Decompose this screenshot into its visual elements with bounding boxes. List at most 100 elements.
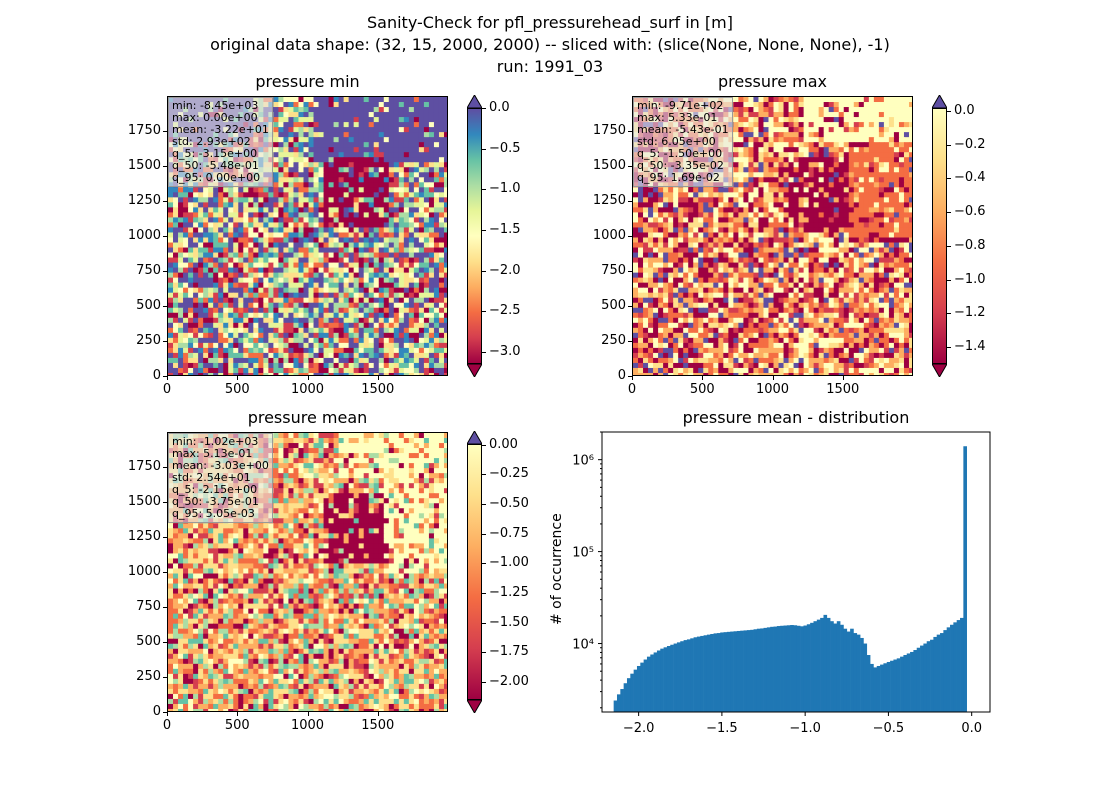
histogram-bar <box>763 627 768 712</box>
colorbar-tick-mark <box>482 682 486 684</box>
histogram-y-tick-label: 10⁶ <box>572 454 594 469</box>
histogram-bar <box>686 639 691 712</box>
x-tick-label: 0 <box>162 382 172 397</box>
panel-title: pressure mean <box>247 408 368 427</box>
histogram-bar <box>696 636 701 712</box>
y-tick-label: 0 <box>617 368 626 383</box>
histogram-bar <box>633 669 638 712</box>
histogram-bar <box>770 626 774 712</box>
y-tick-label: 1000 <box>127 228 161 243</box>
x-tick-mark <box>167 376 168 380</box>
histogram-bar <box>676 642 681 712</box>
stats-box: min: -9.71e+02 max: 5.33e-01 mean: -5.43… <box>633 97 733 187</box>
y-tick-label: 500 <box>601 298 626 313</box>
colorbar-tick-label: −1.0 <box>954 271 986 287</box>
histogram-bar <box>756 628 761 712</box>
y-tick-mark <box>163 607 167 608</box>
histogram-bar <box>886 661 891 712</box>
x-tick-label: 1000 <box>290 382 325 397</box>
histogram-bar <box>703 635 708 712</box>
colorbar-tick-label: −0.6 <box>954 204 986 220</box>
histogram-bar <box>883 663 888 712</box>
colorbar-tick-mark <box>482 108 486 109</box>
x-tick-label: 0 <box>627 382 637 397</box>
colorbar-tick-label: −0.50 <box>489 495 529 511</box>
histogram-bar <box>936 634 941 712</box>
colorbar-tick-mark <box>482 311 486 313</box>
stats-box: min: -1.02e+03 max: 5.13e-01 mean: -3.03… <box>168 433 273 523</box>
colorbar-tick-label: 0.0 <box>489 100 510 115</box>
histogram-bar <box>813 621 818 712</box>
histogram-bar <box>670 644 674 712</box>
histogram-bar <box>893 659 898 712</box>
colorbar-tick-mark <box>482 563 486 565</box>
colorbar-tick-mark <box>947 245 951 247</box>
colorbar-tick-mark <box>482 444 486 446</box>
colorbar-tick-mark <box>947 144 951 146</box>
y-tick-label: 1500 <box>127 494 161 509</box>
colorbar-tick-mark <box>947 313 951 315</box>
histogram-bar <box>776 626 781 712</box>
histogram-bar <box>706 634 711 712</box>
y-tick-label: 0 <box>152 368 161 383</box>
y-tick-mark <box>163 502 167 503</box>
histogram-bar <box>653 652 658 712</box>
y-tick-label: 1750 <box>592 123 626 138</box>
heatmap-image <box>167 432 448 712</box>
histogram-bar <box>876 665 881 712</box>
histogram-bar <box>920 645 924 712</box>
histogram-bar <box>833 623 838 712</box>
histogram-bar <box>720 632 724 712</box>
histogram-bar <box>926 641 931 712</box>
x-tick-label: 0 <box>162 718 172 733</box>
histogram-bar <box>933 636 938 712</box>
x-tick-mark <box>632 376 633 380</box>
histogram-bar <box>830 621 834 712</box>
histogram-bar <box>870 663 874 712</box>
colorbar-tick-label: −2.00 <box>489 674 529 690</box>
x-tick-label: 1500 <box>361 718 395 733</box>
histogram-y-tick-label: 10⁵ <box>572 546 594 561</box>
y-tick-mark <box>163 131 167 132</box>
histogram-bar <box>956 620 961 712</box>
histogram-bar <box>863 643 868 712</box>
colorbar-extend-arrows <box>932 95 947 377</box>
histogram-bar <box>723 632 728 712</box>
histogram-bar <box>840 624 844 712</box>
x-tick-mark <box>772 376 774 380</box>
y-tick-label: 750 <box>136 599 161 614</box>
histogram-bar <box>790 625 794 712</box>
histogram-bar <box>666 646 671 712</box>
y-tick-mark <box>163 306 167 307</box>
y-tick-label: 250 <box>601 333 626 348</box>
histogram-bar <box>856 634 861 712</box>
colorbar-tick-label: −1.75 <box>489 644 529 660</box>
x-tick-mark <box>307 712 309 716</box>
y-tick-mark <box>628 166 632 167</box>
colorbar-tick-mark <box>482 229 486 231</box>
y-tick-mark <box>163 376 167 377</box>
colorbar-tick-mark <box>482 474 486 476</box>
histogram-bar <box>820 617 824 712</box>
colorbar-tick-mark <box>947 110 951 112</box>
x-tick-label: 1000 <box>290 718 325 733</box>
y-tick-label: 1750 <box>127 123 161 138</box>
histogram-bar <box>713 633 718 712</box>
histogram-bar <box>793 625 798 712</box>
colorbar-tick-label: 0.00 <box>489 436 518 452</box>
y-tick-label: 1250 <box>127 529 161 544</box>
colorbar-tick-mark <box>482 148 486 150</box>
y-tick-label: 1000 <box>127 564 161 579</box>
histogram-axes-frame <box>601 431 991 713</box>
histogram-bar <box>620 689 624 712</box>
panel-title: pressure min <box>255 72 360 91</box>
colorbar-tick-label: −0.8 <box>954 237 986 253</box>
colorbar-tick-mark <box>947 279 951 281</box>
colorbar-tick-label: −0.4 <box>954 170 986 186</box>
histogram-bar <box>780 625 784 712</box>
colorbar-tick-label: −0.75 <box>489 525 529 541</box>
y-tick-mark <box>628 341 632 342</box>
histogram-bar <box>916 647 921 712</box>
histogram-bar <box>950 624 954 712</box>
histogram-bar <box>890 660 894 712</box>
